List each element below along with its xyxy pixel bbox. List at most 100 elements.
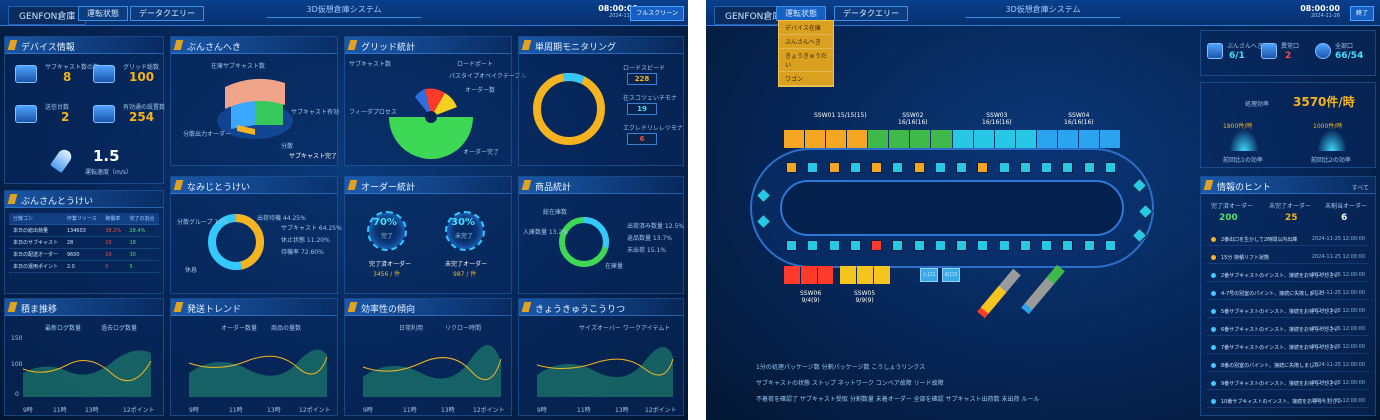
chute[interactable] [847,130,868,148]
dropdown-item[interactable]: きょうきゅうだい [779,49,833,72]
hint-row[interactable]: 10番サブキャストのインスト、接続をお待ちください 2024-11-25 12:0… [1207,395,1369,408]
chute[interactable] [840,266,857,284]
stat-label: 全部口 [1335,43,1354,50]
hint-row[interactable]: 9番サブキャストのインスト、接続をお待ちください 2024-11-25 12:00… [1207,377,1369,390]
hint-row[interactable]: 6番サブキャストのインスト、接続をお待ちください 2024-11-25 12:00… [1207,323,1369,336]
y-tick: 100 [11,361,23,368]
distribution-stats-panel: ぶんさんとうけい 分散ゴシ 作業リソース 稼働率 完了の割合 本日の総出荷量 13… [4,190,164,294]
installation-icon [93,105,115,123]
chute[interactable] [889,130,910,148]
chute[interactable] [994,130,1015,148]
stat-label: 送信台数 [45,104,70,111]
stat-label: サブキャスト数の数 [45,64,100,71]
brand-logo: GENFON倉庫 [714,6,793,25]
x-tick: 9時 [363,407,373,414]
exit-port-button[interactable]: 出口2 [942,268,960,282]
station-label: SSW06 9/4(9) [800,290,822,304]
chute[interactable] [931,130,952,148]
chute[interactable] [868,130,889,148]
chute[interactable] [784,130,805,148]
nav-operation-status[interactable]: 運転状態 [78,6,128,21]
panel-title: デバイス情報 [5,37,163,54]
chute[interactable] [784,266,800,284]
donut-label: 出荷済み数量 12.5% [627,223,684,230]
throughput-value: 3570件/時 [1293,95,1355,109]
pie-label: 分散出力オーダー [183,131,232,138]
distribution-3d-pie [217,78,293,139]
x-tick: 13時 [85,407,99,414]
pie-label: 在庫サブキャスト数 [211,63,266,70]
sorter-loop-inner [780,180,1124,236]
entry-button[interactable]: 入口1 [920,268,938,282]
trend-panel-1: 積ま推移 最新ログ数量 過去ログ数量 150 100 0 9時 11時 13時 … [4,298,164,416]
hint-filter[interactable]: すべて [1351,185,1369,192]
pie-label: 分散 [281,143,294,150]
clock: 08:00:00 2024-11-26 [598,4,638,19]
legend-label: サイズオーバー [579,325,621,332]
chute[interactable] [910,130,931,148]
distribution-table: 分散ゴシ 作業リソース 稼働率 完了の割合 本日の総出荷量 134603 38.2%… [9,213,159,273]
chute[interactable] [817,266,834,284]
nav-data-query[interactable]: データクエリー [130,6,204,21]
chute[interactable] [1015,130,1036,148]
throughput-left-label: 前回比1の効率 [1223,157,1263,164]
exit-button[interactable]: 終了 [1349,6,1374,21]
hint-row[interactable]: 4-7号の別室のパイント、接続に失敗しました 2024-11-25 12:00:0… [1207,287,1369,300]
chute[interactable] [1036,130,1057,148]
trend-panel-4: きょうきゅうこうりつ サイズオーバー ワークアイテムト 9時 11時 13時 1… [518,298,684,416]
stat-label: ぶんさんへき [1227,43,1264,50]
clock: 08:00:00 2024-11-26 [1300,4,1340,19]
table-row: 本日のサブキャスト 28 10 18 [9,236,159,249]
dropdown-item[interactable]: ワゴン [779,72,833,86]
top-bar: GENFON倉庫 運転状態 データクエリー 3D仮想倉庫システム 08:00:0… [706,0,1380,26]
fullscreen-button[interactable]: フルスクリーン [630,6,684,21]
trend-chart-3 [362,344,502,397]
chute[interactable] [1057,130,1078,148]
slot-row-bottom [786,240,1116,251]
chute[interactable] [973,130,994,148]
dropdown-item[interactable]: デバイス在庫 [779,21,833,35]
hint-stat-label: 未割当オーダー [1325,203,1368,210]
dropdown-item[interactable]: ぶんさんへき [779,35,833,49]
legend-label: オーダー数量 [221,325,258,332]
chute[interactable] [805,130,826,148]
uncompleted-value: 987 / 件 [453,271,477,278]
all-port-icon [1315,43,1331,59]
throughput-label: 処理効率 [1245,101,1270,108]
speed-label: 運転速度（m/s） [85,169,132,176]
donut-label: 待機率 72.60% [281,249,324,256]
chute[interactable] [1099,130,1120,148]
chute[interactable] [1078,130,1099,148]
hint-row[interactable]: 2番サブキャストのインスト、接続をお待ちください 2024-11-25 12:00… [1207,269,1369,282]
speed-value: 1.5 [93,147,120,165]
chute[interactable] [800,266,817,284]
chute[interactable] [826,130,847,148]
chute-row-bottom [784,266,890,284]
stat-label: グリッド総数 [123,64,160,71]
table-row: 本日の総出荷量 134603 38.2% 28.4% [9,224,159,237]
legend-label: 最新ログ数量 [45,325,82,332]
hint-row[interactable]: 5番サブキャストのインスト、接続をお待ちください 2024-11-25 12:00… [1207,305,1369,318]
x-tick: 12ポイント [645,407,677,414]
uncompleted-gauge [445,211,485,251]
hint-row[interactable]: 2番出口を生かして2時間以内出庫 2024-11-25 12:00:00 [1207,233,1369,246]
legend-label: 商品の量数 [271,325,302,332]
completed-sub: 完了 [381,233,394,240]
station-label: SSW05 9/9(9) [854,290,876,304]
hint-row[interactable]: 7番サブキャストのインスト、接続をお待ちください 2024-11-25 12:00… [1207,341,1369,354]
chute[interactable] [952,130,973,148]
stat-value: 100 [129,70,155,84]
conveyor-1 [977,268,1021,319]
nav-operation-status[interactable]: 運転状態 [776,6,826,21]
nav-data-query[interactable]: データクエリー [834,6,908,21]
legend-row: 不着荷を確認了 サブキャスト受取 分割数量 未着オーダー 全部を確認 サブキャス… [756,396,1040,403]
chute[interactable] [857,266,874,284]
hint-row[interactable]: 15分 荷積リフト状態 2024-11-25 12:00:00 [1207,251,1369,264]
y-tick: 0 [15,391,19,398]
legend-label: リクロー時間 [445,325,482,332]
chute[interactable] [874,266,890,284]
rocket-icon [49,146,75,174]
pie-label: フィーダプロセス [349,109,397,116]
monitor-value: 19 [627,103,657,115]
hint-row[interactable]: 8番の別室のパイント、接続に失敗しました 2024-11-25 12:00:00 [1207,359,1369,372]
